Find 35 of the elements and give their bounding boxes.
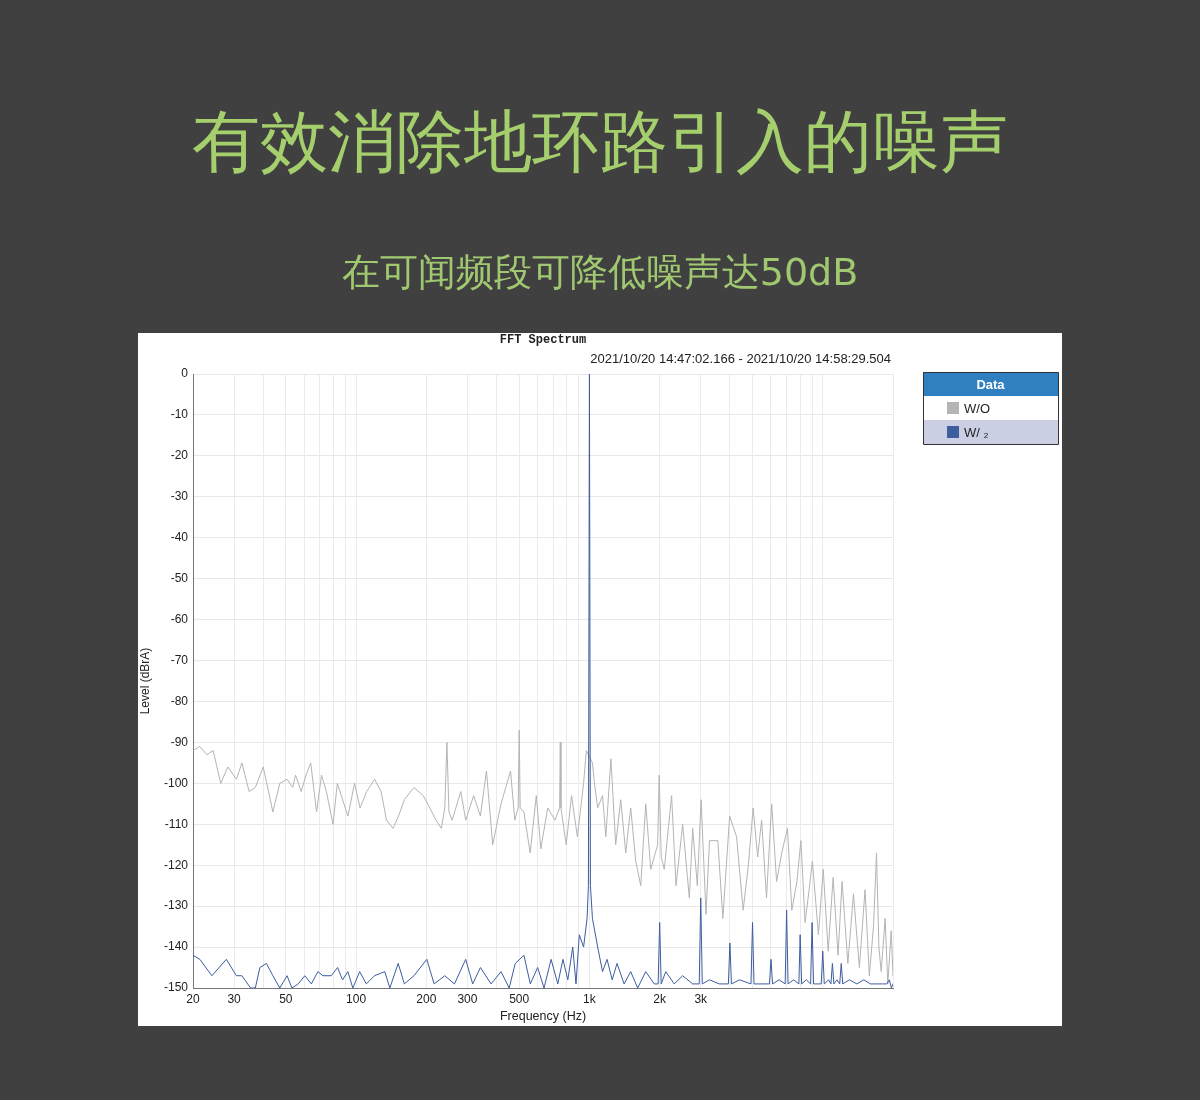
y-tick-label: -110	[164, 816, 189, 831]
y-tick-label: -70	[170, 652, 189, 667]
y-tick-label: -10	[170, 407, 189, 422]
legend-label: W/ ₂	[964, 424, 989, 440]
legend-label: W/O	[964, 400, 990, 416]
text: 2021/10/20 14:47:02.166 - 2021/10/20 14:58:29.504	[590, 350, 891, 366]
x-tick-label: 300	[457, 991, 478, 1006]
y-axis-title: Level (dBrA)	[137, 647, 152, 715]
y-tick-label: -30	[170, 489, 189, 504]
legend-title: Data	[976, 376, 1006, 392]
x-tick-label: 20	[186, 991, 200, 1006]
x-axis-title: Frequency (Hz)	[499, 1008, 587, 1023]
x-tick-label: 500	[509, 991, 530, 1006]
y-tick-label: 0	[181, 366, 189, 381]
x-tick-label: 3k	[694, 991, 709, 1006]
y-tick-label: -140	[163, 939, 189, 954]
y-tick-label: -120	[163, 857, 189, 872]
y-tick-label: -60	[170, 611, 189, 626]
text: FFT Spectrum	[499, 333, 587, 348]
y-tick-label: -100	[163, 775, 189, 790]
y-tick-label: -90	[170, 734, 189, 749]
x-tick-label: 200	[416, 991, 437, 1006]
y-tick-label: -130	[163, 898, 189, 913]
y-tick-label: -50	[170, 570, 189, 585]
y-tick-label: -80	[170, 693, 189, 708]
y-tick-label: -20	[170, 448, 189, 463]
x-tick-label: 30	[227, 991, 242, 1006]
chart-subtitle: 在可闻频段可降低噪声达50dB	[340, 249, 860, 296]
chart-title: 有效消除地环路引入的噪声	[191, 101, 1009, 183]
x-tick-label: 1k	[583, 991, 597, 1006]
y-tick-label: -150	[163, 980, 189, 995]
x-tick-label: 50	[279, 991, 293, 1006]
x-tick-label: 100	[346, 991, 367, 1006]
x-tick-label: 2k	[653, 991, 667, 1006]
y-tick-label: -40	[170, 530, 189, 545]
